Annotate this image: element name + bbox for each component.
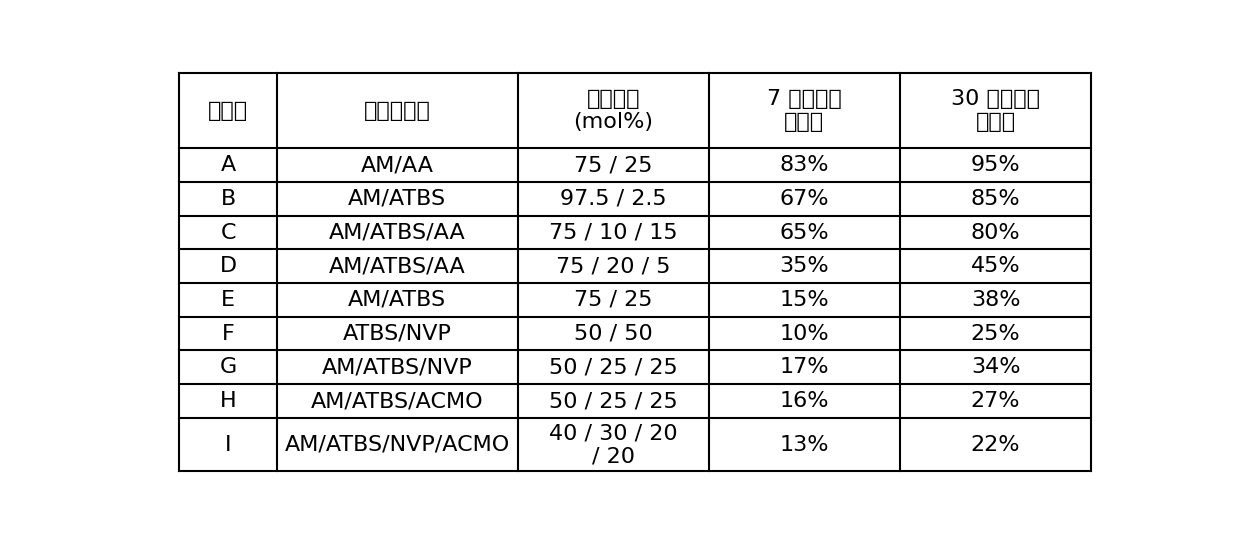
Text: AM/ATBS: AM/ATBS: [348, 290, 446, 310]
Text: 35%: 35%: [779, 256, 829, 277]
Text: B: B: [221, 189, 235, 209]
Text: 80%: 80%: [970, 223, 1020, 243]
Text: AM/AA: AM/AA: [361, 155, 434, 175]
Text: F: F: [222, 323, 234, 344]
Text: 75 / 20 / 5: 75 / 20 / 5: [556, 256, 670, 277]
Text: 75 / 25: 75 / 25: [574, 155, 653, 175]
Text: 10%: 10%: [779, 323, 829, 344]
Text: 16%: 16%: [779, 391, 829, 411]
Text: 40 / 30 / 20
/ 20: 40 / 30 / 20 / 20: [549, 423, 678, 466]
Text: 38%: 38%: [970, 290, 1020, 310]
Text: 75 / 10 / 15: 75 / 10 / 15: [549, 223, 678, 243]
Text: 30 天后的粘
度损失: 30 天后的粘 度损失: [952, 89, 1040, 132]
Text: AM/ATBS/ACMO: AM/ATBS/ACMO: [311, 391, 483, 411]
Text: 85%: 85%: [970, 189, 1020, 209]
Text: AM/ATBS/AA: AM/ATBS/AA: [330, 256, 466, 277]
Text: A: A: [221, 155, 235, 175]
Text: G: G: [219, 357, 237, 377]
Text: 95%: 95%: [970, 155, 1020, 175]
Text: 83%: 83%: [779, 155, 829, 175]
Text: C: C: [221, 223, 235, 243]
Text: 34%: 34%: [970, 357, 1020, 377]
Text: AM/ATBS/AA: AM/ATBS/AA: [330, 223, 466, 243]
Text: AM/ATBS/NVP/ACMO: AM/ATBS/NVP/ACMO: [285, 434, 510, 455]
Text: 13%: 13%: [779, 434, 829, 455]
Text: 17%: 17%: [779, 357, 829, 377]
Text: 50 / 25 / 25: 50 / 25 / 25: [549, 357, 678, 377]
Text: D: D: [219, 256, 237, 277]
Text: AM/ATBS: AM/ATBS: [348, 189, 446, 209]
Text: 聚合物: 聚合物: [208, 101, 248, 121]
Text: 67%: 67%: [779, 189, 829, 209]
Text: 22%: 22%: [970, 434, 1020, 455]
Text: 45%: 45%: [970, 256, 1020, 277]
Text: ATBS/NVP: ATBS/NVP: [343, 323, 452, 344]
Text: E: E: [221, 290, 235, 310]
Text: 50 / 25 / 25: 50 / 25 / 25: [549, 391, 678, 411]
Text: 单体配比
(mol%): 单体配比 (mol%): [574, 89, 653, 132]
Text: 25%: 25%: [970, 323, 1020, 344]
Text: I: I: [224, 434, 232, 455]
Text: 50 / 50: 50 / 50: [574, 323, 653, 344]
Text: 97.5 / 2.5: 97.5 / 2.5: [560, 189, 667, 209]
Text: 27%: 27%: [970, 391, 1020, 411]
Text: 65%: 65%: [779, 223, 829, 243]
Text: 7 天后的粘
度损失: 7 天后的粘 度损失: [767, 89, 841, 132]
Text: 15%: 15%: [779, 290, 829, 310]
Text: AM/ATBS/NVP: AM/ATBS/NVP: [322, 357, 473, 377]
Text: 75 / 25: 75 / 25: [574, 290, 653, 310]
Text: 聚合物成分: 聚合物成分: [364, 101, 431, 121]
Text: H: H: [219, 391, 237, 411]
